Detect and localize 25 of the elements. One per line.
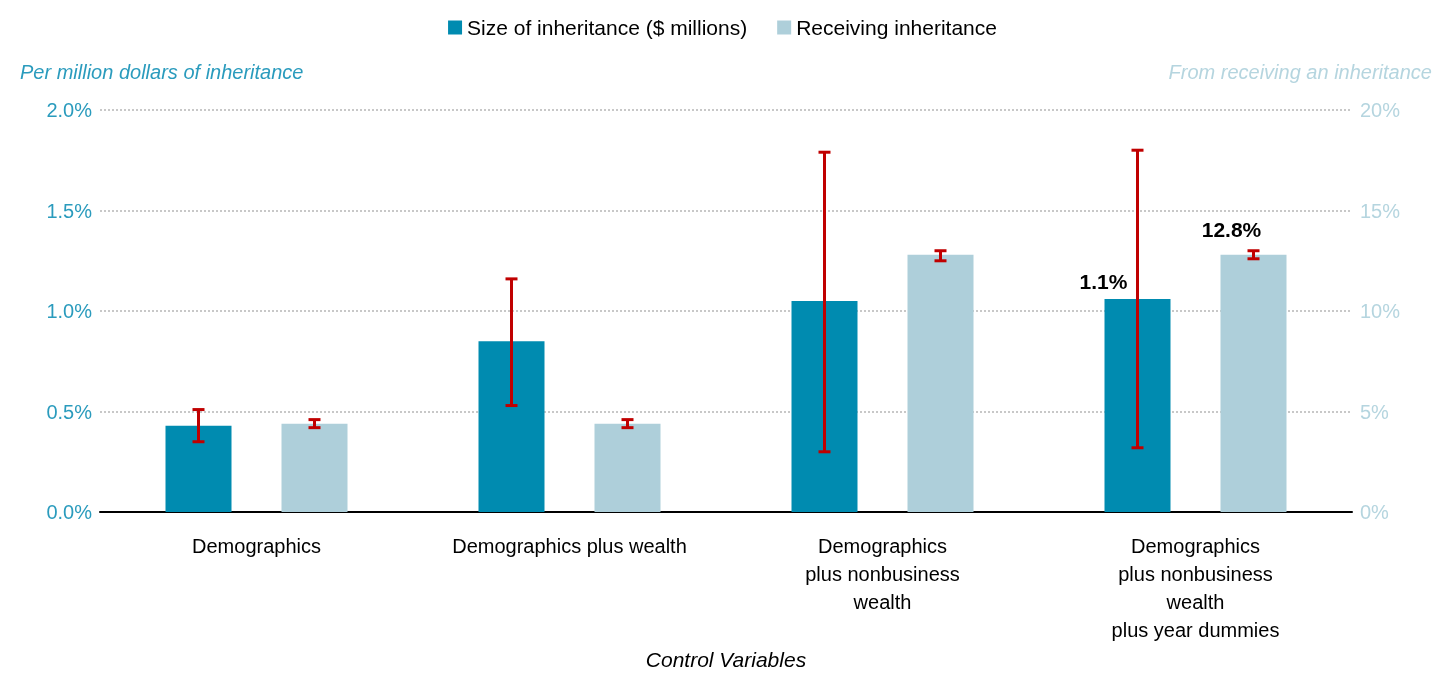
x-tick-label: Demographics plus wealth [452, 535, 687, 558]
y-tick-label: 1.0% [46, 300, 93, 323]
x-tick-label: Demographics plus nonbusiness wealth [805, 535, 960, 614]
x-tick-label: Demographics [192, 535, 321, 558]
y-axis-title: Per million dollars of inheritance [20, 61, 304, 83]
y-tick-label: 0.0% [46, 501, 93, 524]
bar [791, 301, 858, 513]
legend-label: Size of inheritance ($ millions) [467, 16, 748, 39]
y2-tick-label: 5% [1360, 400, 1390, 423]
bar [478, 341, 545, 513]
y2-tick-label: 20% [1360, 99, 1401, 121]
data-label: 12.8% [1201, 217, 1262, 241]
y-tick-label: 1.5% [46, 199, 93, 222]
y2-axis-title: From receiving an inheritance [1168, 61, 1432, 83]
x-tick-label: Demographics plus nonbusiness wealth plus year dummies [1111, 535, 1280, 642]
y-tick-label: 0.5% [46, 400, 93, 423]
data-label: 1.1% [1079, 269, 1128, 293]
y2-tick-label: 0% [1360, 501, 1390, 524]
legend-label: Receiving inheritance [796, 16, 997, 39]
y-tick-label: 2.0% [46, 99, 93, 121]
y2-tick-label: 10% [1360, 300, 1401, 323]
bar [165, 425, 232, 513]
bar [1104, 298, 1171, 513]
y2-tick-label: 15% [1360, 199, 1401, 222]
x-axis-title: Control Variables [645, 648, 807, 671]
